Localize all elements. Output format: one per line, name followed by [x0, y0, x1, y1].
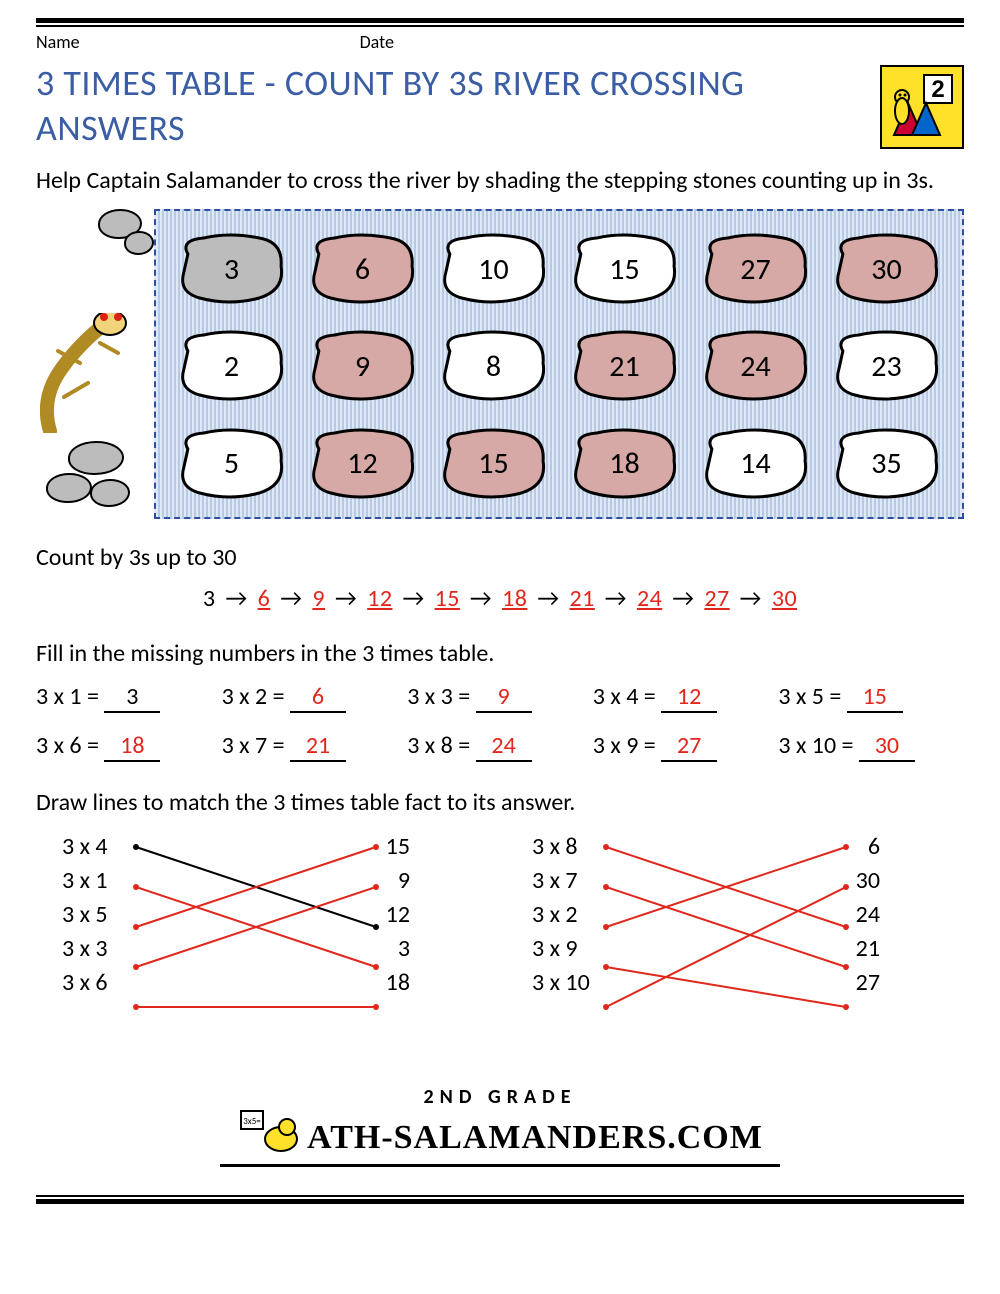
- count-sequence: 3 → 6 → 9 → 12 → 15 → 18 → 21 → 24 → 27 …: [36, 584, 964, 613]
- footer-salamander-icon: 3x5=: [237, 1109, 307, 1157]
- match-answer: 24: [856, 903, 880, 927]
- match-answer: 18: [386, 971, 410, 995]
- match-answer: 6: [856, 835, 880, 859]
- rule-bottom-thin: [36, 1195, 964, 1197]
- stepping-stone: 12: [305, 427, 420, 501]
- equation: 3 x 4 = 12: [593, 682, 779, 713]
- stepping-stone: 9: [305, 329, 420, 403]
- match-fact: 3 x 3: [62, 937, 108, 961]
- stepping-stone: 5: [174, 427, 289, 501]
- match-fact: 3 x 9: [532, 937, 590, 961]
- svg-text:2: 2: [931, 76, 944, 103]
- equation: 3 x 10 = 30: [778, 731, 964, 762]
- equation: 3 x 6 = 18: [36, 731, 222, 762]
- equation: 3 x 5 = 15: [778, 682, 964, 713]
- pebble-icon: [90, 479, 130, 507]
- stepping-stone: 15: [567, 232, 682, 306]
- stepping-stone: 30: [829, 232, 944, 306]
- equation: 3 x 1 = 3: [36, 682, 222, 713]
- stepping-stone: 21: [567, 329, 682, 403]
- match-answer: 21: [856, 937, 880, 961]
- stepping-stone: 35: [829, 427, 944, 501]
- match-answer: 9: [386, 869, 410, 893]
- match-fact: 3 x 10: [532, 971, 590, 995]
- equation: 3 x 2 = 6: [222, 682, 408, 713]
- match-fact: 3 x 2: [532, 903, 590, 927]
- stepping-stone: 24: [698, 329, 813, 403]
- grade-badge: 2: [880, 65, 964, 149]
- equation: 3 x 7 = 21: [222, 731, 408, 762]
- date-label: Date: [360, 31, 394, 53]
- meta-row: Name Date: [36, 31, 964, 53]
- matching-area: 3 x 43 x 13 x 53 x 33 x 6159123183 x 83 …: [36, 835, 964, 1045]
- stepping-stone: 14: [698, 427, 813, 501]
- match-panel: 3 x 4 3 x 1 3 x 5 3 x 3 3 x 6 15 9 12 3 18: [36, 835, 436, 1045]
- stepping-stone: 15: [436, 427, 551, 501]
- equations-grid: 3 x 1 = 33 x 2 = 63 x 3 = 93 x 4 = 123 x…: [36, 682, 964, 762]
- equation: 3 x 9 = 27: [593, 731, 779, 762]
- match-answer: 27: [856, 971, 880, 995]
- equation: 3 x 8 = 24: [407, 731, 593, 762]
- match-answer: 3: [386, 937, 410, 961]
- river-crossing: 361015273029821242351215181435: [36, 209, 964, 519]
- salamander-badge-icon: 2: [882, 67, 962, 147]
- stepping-stone: 10: [436, 232, 551, 306]
- equation: 3 x 3 = 9: [407, 682, 593, 713]
- stepping-stone: 8: [436, 329, 551, 403]
- name-label: Name: [36, 31, 80, 53]
- stepping-stone: 3: [174, 232, 289, 306]
- match-fact: 3 x 5: [62, 903, 108, 927]
- rule-top-thin: [36, 25, 964, 27]
- rule-top-thick: [36, 18, 964, 23]
- match-panel: 3 x 8 3 x 7 3 x 2 3 x 9 3 x 10 6 30 24 21 27: [506, 835, 906, 1045]
- river-grid: 361015273029821242351215181435: [154, 209, 964, 519]
- match-label: Draw lines to match the 3 times table fa…: [36, 788, 964, 817]
- match-answer: 12: [386, 903, 410, 927]
- match-fact: 3 x 1: [62, 869, 108, 893]
- match-answer: 30: [856, 869, 880, 893]
- footer-brand: ATH-SALAMANDERS.COM: [307, 1119, 763, 1157]
- footer-rule: [220, 1164, 780, 1167]
- page-title: 3 TIMES TABLE - COUNT BY 3S RIVER CROSSI…: [36, 61, 868, 151]
- stepping-stone: 2: [174, 329, 289, 403]
- match-fact: 3 x 7: [532, 869, 590, 893]
- footer-grade: 2ND GRADE: [36, 1085, 964, 1109]
- match-answer: 15: [386, 835, 410, 859]
- count-label: Count by 3s up to 30: [36, 543, 964, 572]
- river-bank-left: [36, 209, 150, 519]
- match-fact: 3 x 4: [62, 835, 108, 859]
- fill-label: Fill in the missing numbers in the 3 tim…: [36, 639, 964, 668]
- svg-text:3x5=: 3x5=: [243, 1116, 261, 1127]
- pebble-icon: [46, 473, 92, 503]
- match-fact: 3 x 8: [532, 835, 590, 859]
- salamander-icon: [40, 313, 140, 433]
- stepping-stone: 27: [698, 232, 813, 306]
- stepping-stone: 23: [829, 329, 944, 403]
- instructions: Help Captain Salamander to cross the riv…: [36, 165, 964, 197]
- stepping-stone: 18: [567, 427, 682, 501]
- stepping-stone: 6: [305, 232, 420, 306]
- pebble-icon: [68, 441, 124, 475]
- footer: 2ND GRADE 3x5= ATH-SALAMANDERS.COM: [36, 1085, 964, 1167]
- pebble-icon: [124, 231, 154, 255]
- rule-bottom-thick: [36, 1199, 964, 1204]
- match-fact: 3 x 6: [62, 971, 108, 995]
